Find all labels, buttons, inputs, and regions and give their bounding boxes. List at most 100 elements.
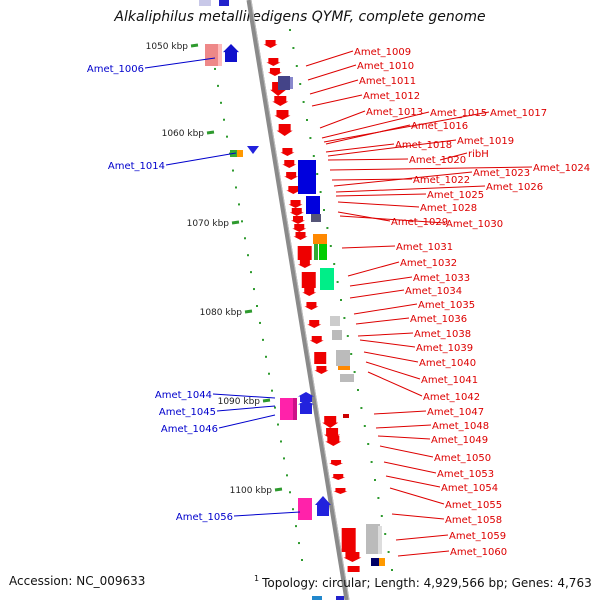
leader-line xyxy=(309,79,359,95)
scale-label: 1060 kbp xyxy=(162,129,205,139)
scale-tick xyxy=(190,43,199,48)
leader-line xyxy=(375,424,432,429)
gene-label-right: Amet_1026 xyxy=(486,182,543,193)
gene-box xyxy=(205,44,219,66)
gene-box xyxy=(293,398,297,420)
guide-dot xyxy=(268,372,270,375)
gene-arrow-down xyxy=(291,216,306,224)
gene-label-right: Amet_1059 xyxy=(449,531,506,542)
gene-box xyxy=(314,244,318,260)
guide-dot xyxy=(367,443,370,445)
guide-dot xyxy=(309,137,312,139)
gene-label-right: Amet_1041 xyxy=(421,375,478,386)
gene-box xyxy=(379,558,385,566)
gene-arrow-down xyxy=(304,302,319,310)
gene-label-right: Amet_1016 xyxy=(411,121,468,132)
leader-line xyxy=(349,276,413,287)
leader-line xyxy=(333,171,473,187)
guide-dot xyxy=(319,191,322,193)
backbone-line xyxy=(246,0,350,600)
gene-arrow-down xyxy=(314,366,329,374)
leader-line xyxy=(216,405,276,412)
gene-box xyxy=(330,316,340,326)
backbone-highlight xyxy=(250,0,350,600)
gene-box xyxy=(298,160,316,194)
leader-line xyxy=(325,143,395,153)
gene-arrow-up xyxy=(298,400,314,410)
leader-line xyxy=(439,152,468,161)
leader-line xyxy=(337,201,420,208)
guide-dot xyxy=(286,474,288,477)
gene-box xyxy=(341,528,356,552)
leader-line xyxy=(307,64,357,81)
guide-dot xyxy=(217,84,219,87)
gene-box xyxy=(340,374,354,382)
guide-dot xyxy=(353,371,356,373)
gene-box xyxy=(314,352,327,364)
leader-line xyxy=(305,50,354,67)
gene-box xyxy=(306,196,320,214)
gene-box xyxy=(313,234,327,244)
kbp-scale: 1050 kbp 1060 kbp 1070 kbp 1080 kbp 1090 kbp… xyxy=(146,42,283,496)
gene-label-right: Amet_1032 xyxy=(400,258,457,269)
gene-label-right: Amet_1058 xyxy=(445,515,502,526)
gene-label-left: Amet_1046 xyxy=(161,424,218,435)
leader-line xyxy=(397,550,450,557)
scale-tick xyxy=(274,487,283,492)
guide-dot xyxy=(262,338,264,341)
guide-dot xyxy=(370,461,373,463)
gene-box xyxy=(347,566,360,572)
gene-box xyxy=(311,214,321,222)
guide-dot xyxy=(316,173,319,175)
gene-label-right: Amet_1013 xyxy=(366,107,423,118)
guide-dot xyxy=(302,101,305,103)
scale-tick xyxy=(206,130,215,135)
leader-line xyxy=(353,303,418,315)
footnote-marker: 1 xyxy=(254,574,260,583)
gene-box xyxy=(343,414,349,418)
leader-line xyxy=(337,211,391,222)
gene-arrow-down xyxy=(293,232,308,240)
gene-label-right: Amet_1024 xyxy=(533,163,590,174)
gene-label-right: Amet_1023 xyxy=(473,168,530,179)
gene-arrow-down xyxy=(322,416,339,428)
gene-box xyxy=(320,268,334,290)
gene-box xyxy=(278,76,290,90)
gene-label-left: Amet_1056 xyxy=(176,512,233,523)
gene-arrow-down xyxy=(292,224,307,232)
guide-dot xyxy=(306,119,308,121)
gene-arrow-down xyxy=(263,40,278,48)
gene-box xyxy=(218,44,222,66)
gene-box xyxy=(378,526,382,554)
gene-box xyxy=(338,366,350,370)
gene-label-right: Amet_1048 xyxy=(432,421,489,432)
gene-box xyxy=(199,0,211,6)
gene-box xyxy=(301,272,316,288)
gene-label-left: Amet_1014 xyxy=(108,161,165,172)
guide-dot xyxy=(289,29,291,31)
guide-dot xyxy=(391,569,393,571)
gene-label-right: Amet_1042 xyxy=(423,392,480,403)
gene-label-right: Amet_1015 xyxy=(430,108,487,119)
guide-dot xyxy=(271,389,273,392)
guide-dot xyxy=(363,425,366,427)
guide-dot xyxy=(333,263,336,265)
scale-tick xyxy=(262,398,271,403)
gene-label-right: Amet_1017 xyxy=(490,108,547,119)
scale-label: 1070 kbp xyxy=(187,219,230,229)
gene-label-right: Amet_1047 xyxy=(427,407,484,418)
leader-line xyxy=(165,152,237,166)
guide-dot xyxy=(277,423,279,426)
gene-box xyxy=(366,524,380,554)
gene-arrow-down xyxy=(284,172,299,180)
gene-arrow-up xyxy=(315,496,331,516)
gene-box xyxy=(312,596,322,600)
guide-dot xyxy=(301,559,303,561)
gene-arrow-down xyxy=(302,288,317,296)
gene-arrow-down xyxy=(325,436,342,446)
gene-arrow-down xyxy=(309,336,324,344)
gene-label-right: ribH xyxy=(468,149,489,160)
leader-line xyxy=(395,534,449,541)
gene-box xyxy=(237,150,243,157)
